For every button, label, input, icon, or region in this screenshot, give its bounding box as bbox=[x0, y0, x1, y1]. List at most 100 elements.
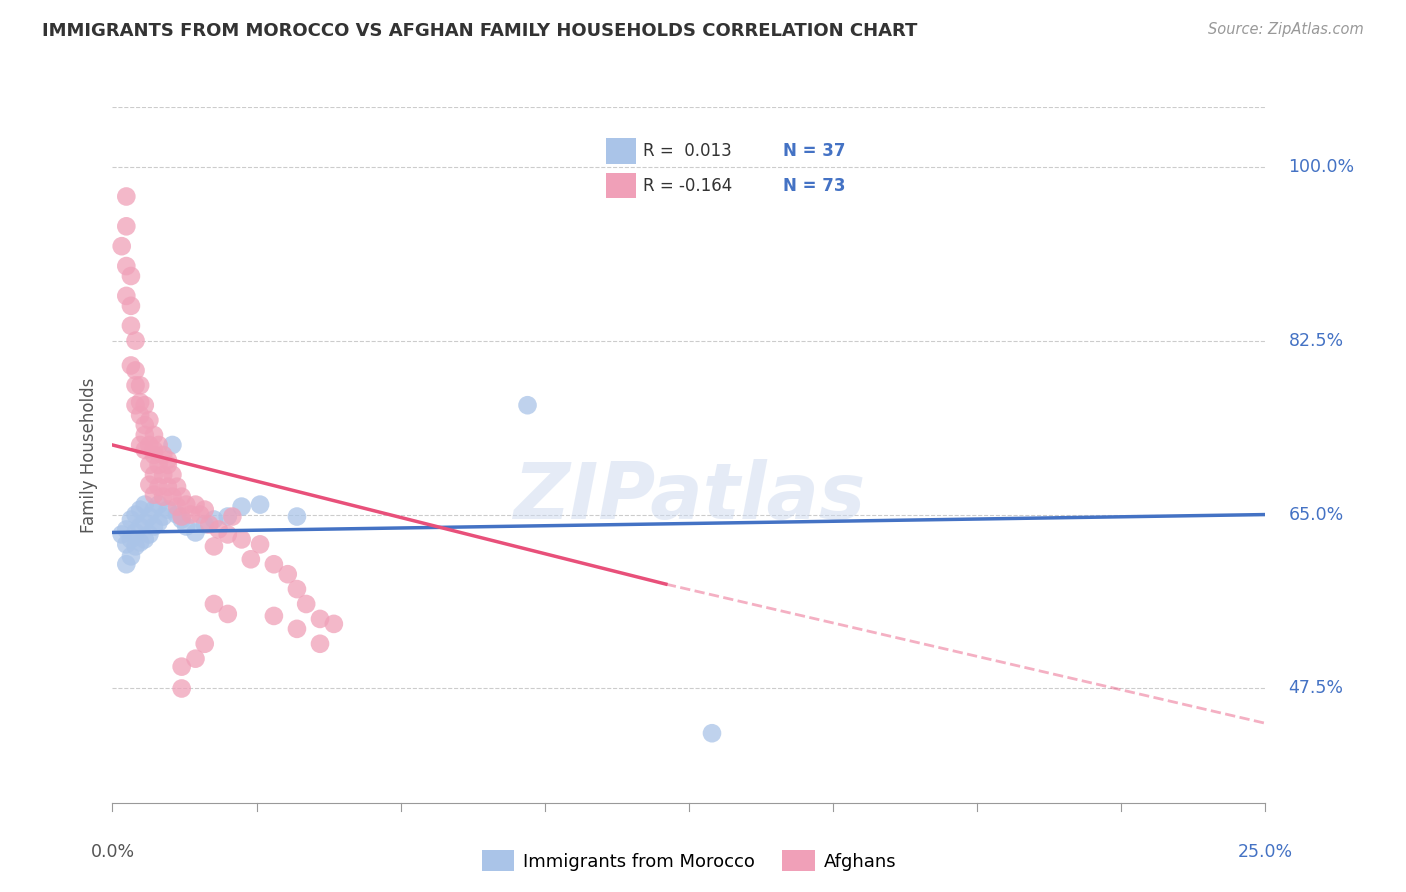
Point bbox=[124, 540, 146, 554]
Point bbox=[156, 480, 179, 494]
Text: 47.5%: 47.5% bbox=[1288, 680, 1344, 698]
Point bbox=[285, 509, 308, 524]
Point bbox=[170, 490, 193, 504]
Point bbox=[217, 527, 239, 541]
Text: Source: ZipAtlas.com: Source: ZipAtlas.com bbox=[1208, 22, 1364, 37]
Point bbox=[166, 500, 188, 514]
Point bbox=[194, 502, 217, 516]
Point bbox=[263, 558, 285, 572]
Text: N = 37: N = 37 bbox=[783, 142, 845, 161]
Point bbox=[124, 508, 146, 522]
Point bbox=[143, 442, 166, 457]
Point bbox=[217, 607, 239, 621]
Point bbox=[263, 609, 285, 624]
Point bbox=[156, 453, 179, 467]
Point bbox=[120, 268, 142, 283]
Point bbox=[174, 498, 197, 512]
Text: N = 73: N = 73 bbox=[783, 177, 845, 194]
Point bbox=[138, 458, 160, 472]
Point bbox=[129, 519, 152, 533]
Point bbox=[198, 517, 221, 532]
Point bbox=[134, 428, 156, 442]
Point bbox=[516, 398, 538, 412]
Point bbox=[162, 490, 184, 504]
Point bbox=[202, 597, 225, 611]
Point bbox=[143, 428, 166, 442]
Point bbox=[285, 622, 308, 636]
Point bbox=[170, 512, 193, 526]
Point bbox=[162, 467, 184, 482]
Point bbox=[134, 442, 156, 457]
Point bbox=[129, 535, 152, 549]
Point bbox=[174, 519, 197, 533]
Point bbox=[129, 502, 152, 516]
Point bbox=[115, 219, 138, 234]
Point bbox=[194, 517, 217, 532]
Point bbox=[322, 616, 344, 631]
Point bbox=[115, 259, 138, 273]
Point bbox=[295, 597, 318, 611]
Point bbox=[134, 418, 156, 433]
Point bbox=[111, 527, 134, 541]
Bar bbox=[606, 138, 636, 164]
Text: Family Households: Family Households bbox=[80, 377, 98, 533]
Point bbox=[207, 523, 229, 537]
Point bbox=[143, 488, 166, 502]
Text: 25.0%: 25.0% bbox=[1237, 843, 1294, 861]
Point bbox=[152, 509, 174, 524]
Point bbox=[309, 637, 332, 651]
Point bbox=[115, 523, 138, 537]
Point bbox=[221, 509, 243, 524]
Point bbox=[120, 549, 142, 564]
Point bbox=[156, 458, 179, 472]
Point bbox=[129, 395, 152, 409]
Point bbox=[138, 477, 160, 491]
Point bbox=[138, 413, 160, 427]
Point bbox=[170, 659, 193, 673]
Point bbox=[134, 498, 156, 512]
Point bbox=[277, 567, 299, 582]
Point bbox=[124, 363, 146, 377]
Point bbox=[202, 540, 225, 554]
Point bbox=[120, 299, 142, 313]
Point bbox=[180, 508, 202, 522]
Point bbox=[115, 289, 138, 303]
Point bbox=[138, 438, 160, 452]
Point bbox=[170, 681, 193, 696]
Point bbox=[184, 498, 207, 512]
Point bbox=[129, 438, 152, 452]
Text: 0.0%: 0.0% bbox=[90, 843, 135, 861]
Legend: Immigrants from Morocco, Afghans: Immigrants from Morocco, Afghans bbox=[474, 843, 904, 879]
Point bbox=[184, 651, 207, 665]
Point bbox=[285, 582, 308, 596]
Point bbox=[152, 467, 174, 482]
Point bbox=[162, 438, 184, 452]
Point bbox=[120, 533, 142, 547]
Point bbox=[249, 498, 271, 512]
Text: IMMIGRANTS FROM MOROCCO VS AFGHAN FAMILY HOUSEHOLDS CORRELATION CHART: IMMIGRANTS FROM MOROCCO VS AFGHAN FAMILY… bbox=[42, 22, 918, 40]
Point bbox=[143, 448, 166, 462]
Point bbox=[184, 525, 207, 540]
Point bbox=[148, 438, 170, 452]
Point bbox=[134, 516, 156, 530]
Point bbox=[170, 509, 193, 524]
Text: ZIPatlas: ZIPatlas bbox=[513, 458, 865, 534]
Point bbox=[143, 467, 166, 482]
Point bbox=[134, 398, 156, 412]
Point bbox=[120, 512, 142, 526]
Point bbox=[138, 527, 160, 541]
Point bbox=[194, 637, 217, 651]
Point bbox=[134, 533, 156, 547]
Point bbox=[124, 378, 146, 392]
Point bbox=[231, 533, 253, 547]
Point bbox=[166, 480, 188, 494]
Point bbox=[231, 500, 253, 514]
Point bbox=[120, 318, 142, 333]
Point bbox=[188, 508, 211, 522]
Point bbox=[124, 525, 146, 540]
Point bbox=[152, 490, 174, 504]
Text: R =  0.013: R = 0.013 bbox=[643, 142, 733, 161]
Text: R = -0.164: R = -0.164 bbox=[643, 177, 733, 194]
Point bbox=[115, 558, 138, 572]
Point bbox=[129, 378, 152, 392]
